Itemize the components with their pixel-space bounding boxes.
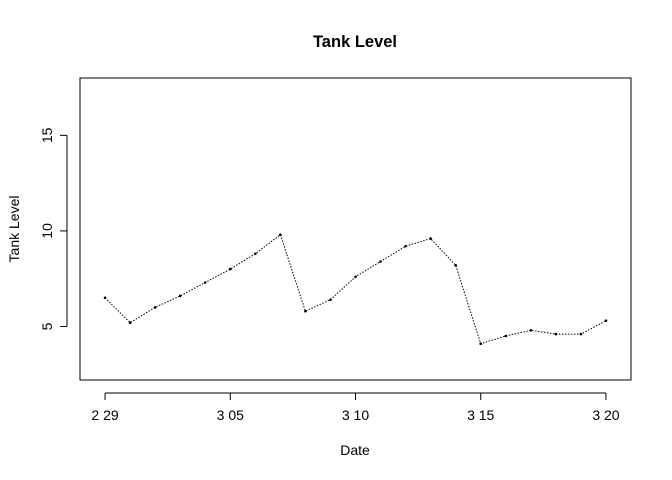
data-point (504, 334, 508, 338)
x-tick-label: 3 20 (592, 407, 619, 423)
y-axis-label: Tank Level (6, 196, 22, 263)
data-point (429, 237, 432, 240)
data-point (128, 321, 132, 325)
y-axis: 5 10 15 (39, 127, 68, 330)
x-tick-label: 3 05 (217, 407, 244, 423)
data-point (304, 309, 307, 313)
data-point (279, 233, 282, 236)
data-point (404, 244, 407, 248)
data-point (554, 332, 558, 336)
y-tick-label: 5 (39, 322, 55, 330)
x-tick-label: 2 29 (91, 407, 118, 423)
chart-title: Tank Level (313, 33, 397, 51)
x-axis: 2 29 3 05 3 10 3 15 3 20 (91, 392, 620, 423)
data-point (178, 294, 182, 298)
plot-frame (79, 77, 632, 381)
data-point (254, 252, 257, 256)
x-axis-label: Date (340, 442, 370, 458)
data-point (529, 329, 533, 332)
data-point (604, 319, 608, 323)
x-tick-label: 3 10 (342, 407, 369, 423)
data-point (454, 264, 458, 267)
y-tick-label: 10 (39, 223, 55, 239)
data-point (479, 342, 483, 346)
series-layer (103, 233, 608, 346)
x-tick-label: 3 15 (467, 407, 494, 423)
data-point (203, 281, 207, 284)
data-point (153, 306, 157, 309)
data-point (354, 275, 357, 279)
data-point (229, 267, 232, 271)
data-point (103, 296, 107, 300)
data-point (379, 260, 382, 263)
y-tick-label: 15 (39, 127, 55, 143)
data-point (579, 332, 583, 336)
data-point (329, 298, 332, 302)
series-line (104, 233, 607, 345)
